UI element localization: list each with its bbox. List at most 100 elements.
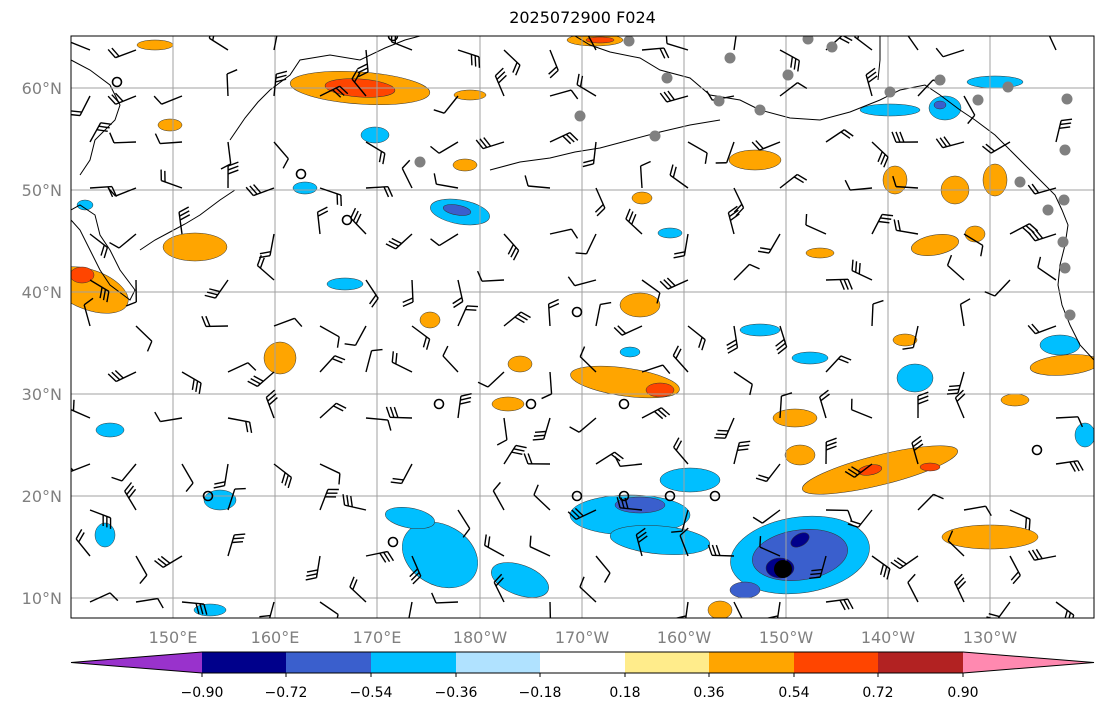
- barb-flag: [911, 435, 922, 444]
- wind-barb: [547, 298, 560, 327]
- barb-flag: [755, 140, 764, 150]
- barb-flag: [227, 165, 239, 171]
- lon-label-160w: 160°W: [657, 628, 712, 647]
- wind-barb: [71, 463, 91, 473]
- barb-flag: [245, 421, 249, 433]
- barb-flag: [839, 37, 850, 44]
- barb-flag: [460, 396, 472, 401]
- wind-barb: [871, 299, 884, 327]
- barb-staff: [574, 279, 597, 287]
- barb-flag: [265, 389, 276, 398]
- wind-barb: [1055, 601, 1075, 618]
- barb-flag: [749, 384, 753, 396]
- barb-staff: [585, 233, 597, 255]
- barb-flag: [943, 136, 951, 147]
- barb-flag: [665, 36, 668, 44]
- barb-staff: [733, 263, 750, 281]
- coastline: [139, 189, 236, 251]
- barb-staff: [850, 187, 873, 191]
- field-blob: [659, 467, 721, 493]
- barb-flag: [840, 355, 852, 361]
- wind-barb: [986, 601, 1011, 618]
- barb-flag: [1027, 184, 1036, 195]
- barb-staff: [443, 95, 459, 114]
- station-dot: [574, 110, 586, 122]
- barb-flag: [844, 470, 855, 478]
- wind-barb: [247, 371, 275, 388]
- barb-flag: [851, 259, 854, 271]
- wind-barb: [265, 389, 278, 419]
- wind-barb: [256, 254, 275, 281]
- barb-flag: [548, 302, 560, 309]
- field-blob: [162, 232, 228, 262]
- barb-staff: [726, 141, 735, 163]
- barb-flag: [452, 297, 463, 305]
- barb-flag: [777, 346, 788, 355]
- barb-flag: [659, 48, 666, 59]
- barb-flag: [397, 624, 408, 626]
- barb-flag: [278, 30, 289, 32]
- barb-flag: [541, 393, 552, 400]
- wind-barb: [959, 298, 971, 327]
- barb-staff: [113, 141, 137, 144]
- barb-flag: [253, 375, 264, 382]
- barb-flag: [847, 468, 859, 476]
- wind-barb: [477, 371, 505, 388]
- wind-barb: [659, 90, 689, 103]
- colorbar-tick-label: 0.36: [693, 685, 724, 701]
- barb-flag: [570, 228, 579, 239]
- station-dot: [1057, 236, 1069, 248]
- barb-flag: [640, 160, 651, 167]
- barb-staff: [549, 228, 572, 235]
- field-blob: [71, 266, 129, 314]
- barb-flag: [1031, 183, 1040, 194]
- calm-wind-circle: [709, 490, 721, 502]
- wind-barb: [181, 463, 194, 493]
- wind-barb: [319, 488, 339, 511]
- barb-flag: [520, 311, 531, 319]
- barb-flag: [378, 151, 383, 163]
- wind-barb: [549, 89, 579, 100]
- barb-flag: [111, 371, 121, 381]
- wind-barb: [582, 141, 597, 168]
- wind-barb: [819, 389, 830, 419]
- barb-flag: [227, 161, 239, 167]
- field-blob: [491, 396, 525, 412]
- wind-barb: [567, 507, 597, 520]
- wind-barb: [850, 398, 873, 419]
- field-blob: [1039, 334, 1081, 356]
- wind-barb: [503, 311, 531, 327]
- wind-barb: [715, 141, 735, 164]
- barb-flag: [617, 325, 627, 335]
- barb-staff: [963, 505, 986, 511]
- wind-barb: [107, 47, 137, 59]
- station-dot: [623, 36, 635, 47]
- map-frame: [70, 35, 1095, 619]
- wind-barb: [273, 463, 293, 489]
- barb-flag: [233, 537, 245, 540]
- wind-barb: [935, 47, 965, 58]
- barb-flag: [512, 250, 520, 261]
- station-dot: [754, 104, 766, 116]
- barb-flag: [877, 151, 883, 163]
- barb-flag: [352, 579, 358, 590]
- colorbar-segment: [202, 652, 286, 673]
- wind-barb: [963, 233, 984, 257]
- barb-flag: [790, 56, 794, 68]
- barb-flag: [106, 291, 110, 303]
- wind-barb: [227, 161, 239, 189]
- wind-barb: [575, 233, 597, 255]
- barb-flag: [759, 536, 762, 548]
- wind-barb: [639, 160, 651, 189]
- barb-staff: [733, 601, 743, 618]
- barb-flag: [1027, 231, 1036, 242]
- barb-staff: [118, 233, 137, 249]
- barb-flag: [1059, 126, 1071, 129]
- barb-flag: [139, 574, 148, 585]
- wind-barb: [752, 509, 781, 524]
- barb-flag: [275, 74, 287, 79]
- barb-flag: [71, 110, 82, 113]
- barb-flag: [410, 572, 420, 581]
- wind-barb: [492, 481, 505, 511]
- barb-flag: [880, 154, 886, 165]
